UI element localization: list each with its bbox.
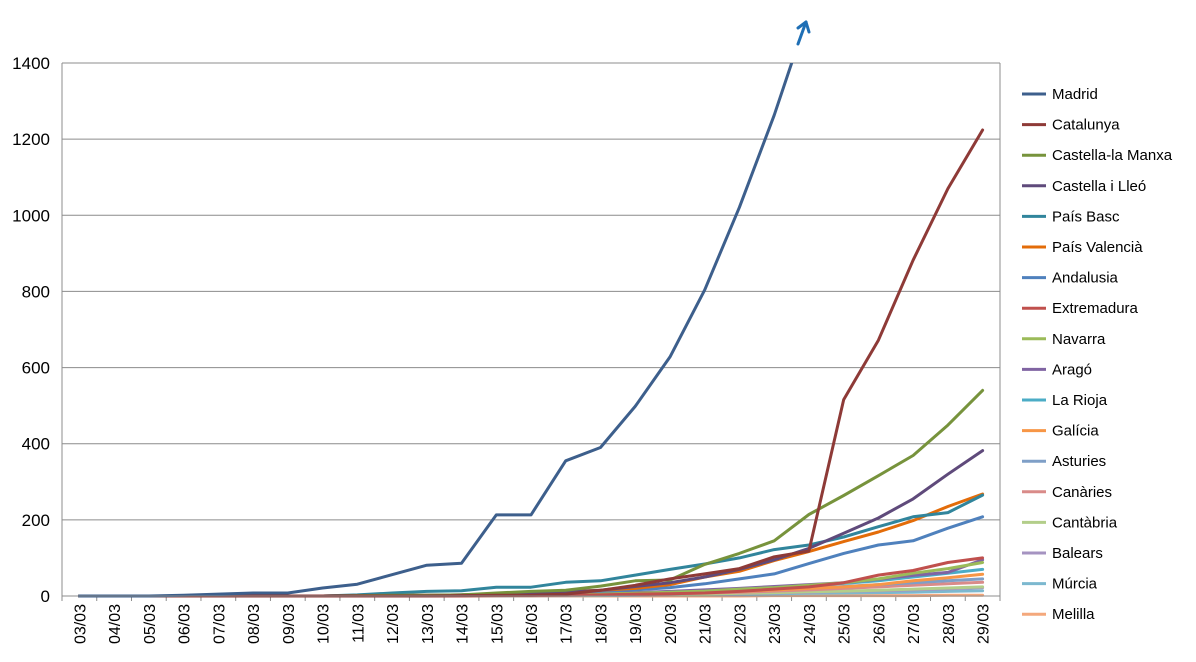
legend-item: Castella i Lleó xyxy=(1022,178,1146,195)
series-lines xyxy=(77,63,985,598)
legend-label: Balears xyxy=(1052,545,1103,562)
legend-label: Cantàbria xyxy=(1052,514,1118,531)
series-line-2 xyxy=(77,128,985,598)
x-tick-label: 14/03 xyxy=(455,604,472,644)
legend-item: País Basc xyxy=(1022,208,1120,225)
x-tick-label: 17/03 xyxy=(559,604,576,644)
legend-label: Extremadura xyxy=(1052,300,1139,317)
legend-item: Cantàbria xyxy=(1022,514,1118,531)
y-tick-label: 0 xyxy=(41,587,50,606)
legend-item: Aragó xyxy=(1022,361,1092,378)
legend-label: Canàries xyxy=(1052,484,1112,501)
series-line-4 xyxy=(77,449,985,598)
y-tick-label: 1200 xyxy=(12,130,50,149)
x-tick-label: 10/03 xyxy=(316,604,333,644)
y-tick-label: 200 xyxy=(22,511,50,530)
legend-item: Navarra xyxy=(1022,331,1106,348)
x-tick-label: 23/03 xyxy=(767,604,784,644)
x-tick-label: 25/03 xyxy=(837,604,854,644)
x-tick-label: 11/03 xyxy=(350,604,367,643)
legend-label: País Valencià xyxy=(1052,239,1143,256)
y-axis-ticks: 0 200 400 600 800 1000 1200 1400 xyxy=(12,54,50,606)
legend-item: Andalusia xyxy=(1022,270,1119,287)
legend-label: Navarra xyxy=(1052,331,1106,348)
legend-item: Canàries xyxy=(1022,484,1112,501)
x-tick-label: 07/03 xyxy=(211,604,228,644)
legend: Madrid Catalunya Castella-la Manxa Castella… xyxy=(1022,86,1173,623)
x-tick-label: 27/03 xyxy=(906,604,923,644)
legend-label: Asturies xyxy=(1052,453,1106,470)
x-tick-label: 04/03 xyxy=(107,604,124,644)
x-tick-label: 16/03 xyxy=(524,604,541,644)
x-tick-label: 03/03 xyxy=(72,604,89,644)
x-tick-label: 22/03 xyxy=(732,604,749,644)
legend-label: Catalunya xyxy=(1052,117,1120,134)
legend-item: Asturies xyxy=(1022,453,1106,470)
x-tick-label: 19/03 xyxy=(628,604,645,644)
gridlines xyxy=(62,62,1000,521)
arrow-shaft xyxy=(796,20,808,46)
x-tick-label: 20/03 xyxy=(663,604,680,644)
x-tick-label: 05/03 xyxy=(142,604,159,644)
legend-label: Aragó xyxy=(1052,361,1092,378)
series-line-3 xyxy=(77,388,985,598)
x-axis-ticks: 03/03 04/03 05/03 06/03 07/03 08/03 09/03 10/03… xyxy=(61,596,1001,644)
legend-label: Andalusia xyxy=(1052,270,1119,287)
y-tick-label: 1400 xyxy=(12,54,50,73)
legend-item: La Rioja xyxy=(1022,392,1108,409)
legend-label: La Rioja xyxy=(1052,392,1108,409)
x-tick-label: 26/03 xyxy=(871,604,888,644)
legend-item: Catalunya xyxy=(1022,117,1120,134)
legend-label: Castella-la Manxa xyxy=(1052,147,1173,164)
legend-item: Castella-la Manxa xyxy=(1022,147,1173,164)
legend-item: Melilla xyxy=(1022,606,1095,623)
legend-label: Múrcia xyxy=(1052,576,1098,593)
y-tick-label: 400 xyxy=(22,435,50,454)
x-tick-label: 28/03 xyxy=(941,604,958,644)
x-tick-label: 29/03 xyxy=(976,604,993,644)
x-tick-label: 08/03 xyxy=(246,604,263,644)
y-tick-label: 600 xyxy=(22,359,50,378)
y-tick-label: 1000 xyxy=(12,206,50,225)
legend-item: Múrcia xyxy=(1022,576,1098,593)
legend-label: Castella i Lleó xyxy=(1052,178,1146,195)
arrow-head xyxy=(796,20,811,34)
series-line-1 xyxy=(77,63,794,598)
x-tick-label: 24/03 xyxy=(802,604,819,644)
legend-item: Galícia xyxy=(1022,423,1099,440)
x-tick-label: 13/03 xyxy=(420,604,437,644)
legend-label: País Basc xyxy=(1052,208,1120,225)
legend-item: Balears xyxy=(1022,545,1103,562)
x-tick-label: 15/03 xyxy=(489,604,506,644)
x-tick-label: 12/03 xyxy=(385,604,402,644)
y-tick-label: 800 xyxy=(22,282,50,301)
x-tick-label: 09/03 xyxy=(281,604,298,644)
legend-label: Melilla xyxy=(1052,606,1095,623)
legend-item: Madrid xyxy=(1022,86,1098,103)
x-tick-label: 21/03 xyxy=(698,604,715,644)
x-tick-label: 06/03 xyxy=(177,604,194,644)
legend-item: País Valencià xyxy=(1022,239,1143,256)
x-tick-label: 18/03 xyxy=(593,604,610,644)
off-scale-arrow xyxy=(796,20,811,46)
legend-label: Madrid xyxy=(1052,86,1098,103)
axis-lines xyxy=(61,63,1001,597)
legend-item: Extremadura xyxy=(1022,300,1139,317)
legend-label: Galícia xyxy=(1052,423,1099,440)
